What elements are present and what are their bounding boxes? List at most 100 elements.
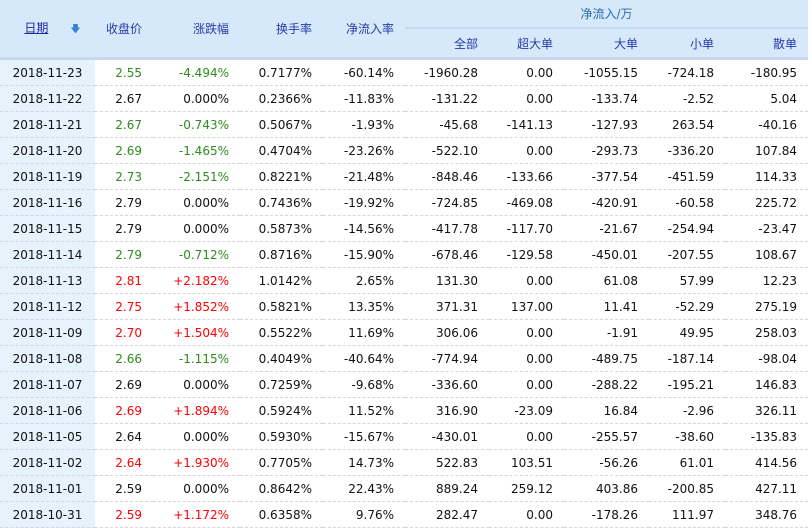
cell-net-rate: -19.92%	[323, 189, 405, 216]
cell-total: 522.83	[405, 449, 489, 476]
cell-net-rate: 14.73%	[323, 449, 405, 476]
cell-total: -417.78	[405, 215, 489, 242]
cell-large: -21.67	[564, 215, 649, 242]
cell-net-rate: 11.52%	[323, 397, 405, 424]
cell-change: 0.000%	[153, 423, 240, 450]
cell-change: 0.000%	[153, 215, 240, 242]
cell-super-large: 0.00	[489, 137, 564, 164]
cell-date: 2018-11-14	[0, 241, 95, 268]
table-row: 2018-11-14 2.79 -0.712% 0.8716% -15.90% -678.…	[0, 241, 809, 268]
cell-close: 2.64	[95, 423, 153, 450]
cell-super-large: 103.51	[489, 449, 564, 476]
cell-small: -195.21	[649, 371, 725, 398]
table-row: 2018-11-09 2.70 +1.504% 0.5522% 11.69% 306.06…	[0, 319, 809, 346]
header-total[interactable]: 全部	[405, 28, 489, 60]
cell-small: -207.55	[649, 241, 725, 268]
cell-small: -60.58	[649, 189, 725, 216]
cell-close: 2.67	[95, 111, 153, 138]
cell-close: 2.79	[95, 215, 153, 242]
cell-large: -255.57	[564, 423, 649, 450]
cell-total: -430.01	[405, 423, 489, 450]
table-row: 2018-11-07 2.69 0.000% 0.7259% -9.68% -336.60…	[0, 371, 809, 398]
cell-super-large: 259.12	[489, 475, 564, 502]
cell-close: 2.81	[95, 267, 153, 294]
cell-small: 61.01	[649, 449, 725, 476]
cell-retail: -135.83	[725, 423, 809, 450]
cell-retail: 414.56	[725, 449, 809, 476]
cell-retail: 326.11	[725, 397, 809, 424]
cell-super-large: 0.00	[489, 371, 564, 398]
cell-net-rate: -15.90%	[323, 241, 405, 268]
cell-retail: 107.84	[725, 137, 809, 164]
header-retail[interactable]: 散单	[725, 28, 809, 60]
cell-large: 61.08	[564, 267, 649, 294]
cell-small: -336.20	[649, 137, 725, 164]
cell-super-large: -23.09	[489, 397, 564, 424]
cell-super-large: -129.58	[489, 241, 564, 268]
cell-net-rate: -23.26%	[323, 137, 405, 164]
table-row: 2018-11-12 2.75 +1.852% 0.5821% 13.35% 371.31…	[0, 293, 809, 320]
cell-change: +1.852%	[153, 293, 240, 320]
cell-large: -1.91	[564, 319, 649, 346]
table-row: 2018-11-19 2.73 -2.151% 0.8221% -21.48% -848.…	[0, 163, 809, 190]
cell-date: 2018-11-06	[0, 397, 95, 424]
cell-net-rate: -21.48%	[323, 163, 405, 190]
cell-total: 316.90	[405, 397, 489, 424]
cell-date: 2018-11-13	[0, 267, 95, 294]
cell-total: -678.46	[405, 241, 489, 268]
header-net-rate[interactable]: 净流入率	[323, 0, 405, 60]
cell-retail: 275.19	[725, 293, 809, 320]
cell-super-large: 0.00	[489, 58, 564, 86]
cell-total: -522.10	[405, 137, 489, 164]
cell-small: -187.14	[649, 345, 725, 372]
cell-retail: 427.11	[725, 475, 809, 502]
cell-date: 2018-11-23	[0, 58, 95, 86]
cell-date: 2018-11-01	[0, 475, 95, 502]
cell-close: 2.79	[95, 189, 153, 216]
header-small[interactable]: 小单	[649, 28, 725, 60]
cell-change: +1.930%	[153, 449, 240, 476]
cell-small: -724.18	[649, 58, 725, 86]
header-turnover[interactable]: 换手率	[240, 0, 323, 60]
cell-super-large: 0.00	[489, 319, 564, 346]
cell-total: -848.46	[405, 163, 489, 190]
cell-small: -451.59	[649, 163, 725, 190]
cell-retail: 108.67	[725, 241, 809, 268]
header-super-large[interactable]: 超大单	[489, 28, 564, 60]
arrow-down-icon[interactable]: 🡇	[70, 23, 81, 35]
table-body: 2018-11-23 2.55 -4.494% 0.7177% -60.14% -1960…	[0, 58, 809, 528]
cell-close: 2.73	[95, 163, 153, 190]
cell-turnover: 0.2366%	[240, 85, 323, 112]
cell-net-rate: -11.83%	[323, 85, 405, 112]
cell-change: -2.151%	[153, 163, 240, 190]
header-close[interactable]: 收盘价	[95, 0, 153, 60]
cell-close: 2.69	[95, 397, 153, 424]
cell-total: 889.24	[405, 475, 489, 502]
cell-super-large: -469.08	[489, 189, 564, 216]
header-net-flow-group: 净流入/万	[405, 0, 809, 29]
cell-turnover: 1.0142%	[240, 267, 323, 294]
cell-large: -56.26	[564, 449, 649, 476]
header-large[interactable]: 大单	[564, 28, 649, 60]
cell-net-rate: 13.35%	[323, 293, 405, 320]
cell-date: 2018-11-16	[0, 189, 95, 216]
cell-close: 2.55	[95, 58, 153, 86]
cell-change: +1.504%	[153, 319, 240, 346]
cell-super-large: -117.70	[489, 215, 564, 242]
header-change[interactable]: 涨跌幅	[153, 0, 240, 60]
cell-change: +2.182%	[153, 267, 240, 294]
cell-net-rate: -60.14%	[323, 58, 405, 86]
cell-total: 371.31	[405, 293, 489, 320]
header-date[interactable]: 日期 🡇	[0, 0, 95, 60]
cell-date: 2018-11-22	[0, 85, 95, 112]
date-sort-link[interactable]: 日期	[24, 20, 49, 35]
table-row: 2018-11-13 2.81 +2.182% 1.0142% 2.65% 131.30 0…	[0, 267, 809, 294]
cell-retail: 225.72	[725, 189, 809, 216]
cell-net-rate: -14.56%	[323, 215, 405, 242]
cell-date: 2018-11-08	[0, 345, 95, 372]
cell-small: 49.95	[649, 319, 725, 346]
cell-large: -489.75	[564, 345, 649, 372]
cell-close: 2.67	[95, 85, 153, 112]
cell-net-rate: 22.43%	[323, 475, 405, 502]
cell-large: -1055.15	[564, 58, 649, 86]
